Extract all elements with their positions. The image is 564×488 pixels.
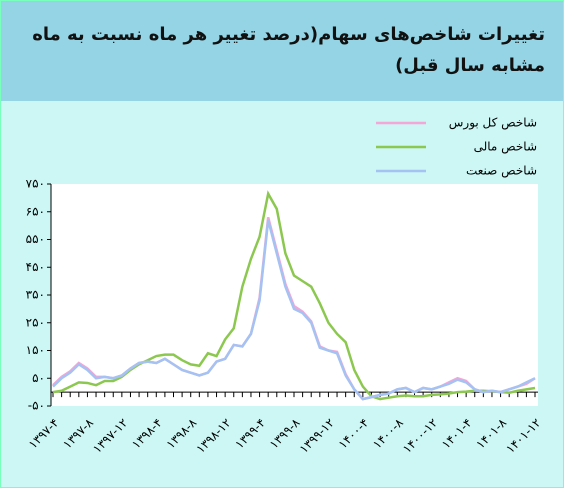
x-tick-label: ۱۴۰۰-۱۲	[400, 416, 440, 456]
x-tick-label: ۱۴۰۰-۴	[336, 416, 372, 452]
legend-label: شاخص مالی	[474, 140, 537, 155]
chart-title: تغییرات شاخص‌های سهام(درصد تغییر هر ماه …	[32, 24, 545, 76]
y-tick-label: ۵۰	[32, 371, 45, 385]
y-tick-label: ۳۵۰	[26, 288, 45, 302]
x-tick-label: ۱۳۹۷-۴	[26, 416, 62, 452]
line	[52, 219, 536, 401]
x-tick-label: ۱۳۹۷-۱۲	[90, 416, 130, 456]
y-tick-label: -۵۰	[28, 399, 45, 413]
x-tick-label: ۱۳۹۸-۱۲	[193, 416, 233, 456]
x-tick-label: ۱۳۹۹-۴	[232, 416, 268, 452]
y-tick-label: ۷۵۰	[26, 177, 45, 191]
legend-label: شاخص صنعت	[466, 164, 537, 179]
y-tick-label: ۵۵۰	[26, 232, 45, 246]
y-tick-label: ۶۵۰	[26, 204, 45, 218]
x-tick-label: ۱۳۹۸-۴	[129, 416, 165, 452]
x-tick-label: ۱۳۹۹-۱۲	[297, 416, 337, 456]
legend-label: شاخص کل بورس	[449, 116, 537, 131]
y-tick-label: ۲۵۰	[26, 315, 45, 329]
y-tick-label: ۴۵۰	[26, 260, 45, 274]
x-tick-label: ۱۴۰۱-۴	[439, 416, 475, 452]
header: تغییرات شاخص‌های سهام(درصد تغییر هر ماه …	[1, 1, 563, 101]
x-tick-label: ۱۴۰۱-۱۲	[503, 416, 543, 456]
y-tick-label: ۱۵۰	[26, 343, 45, 357]
